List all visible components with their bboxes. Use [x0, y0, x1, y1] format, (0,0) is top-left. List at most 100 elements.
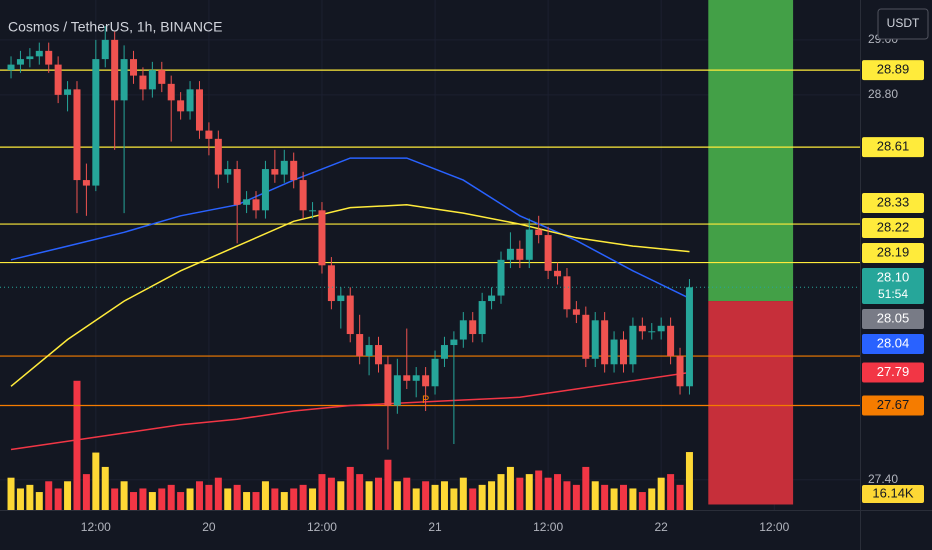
volume-bar — [158, 488, 166, 510]
volume-tag-label: 16.14K — [872, 485, 914, 500]
price-tag-box — [862, 268, 924, 305]
price-tag-box — [862, 395, 924, 416]
candle-body — [82, 180, 90, 186]
volume-bar — [375, 477, 383, 510]
volume-bar — [299, 484, 307, 510]
candle-body — [384, 364, 392, 406]
candle-body — [130, 59, 138, 76]
price-tag: 28.22 — [862, 218, 924, 239]
candle-body — [16, 59, 24, 65]
volume-bar — [7, 477, 15, 510]
candle-body — [459, 320, 467, 340]
candle-body — [261, 169, 269, 211]
volume-bar — [186, 488, 194, 510]
price-tag-box — [862, 218, 924, 239]
volume-bar — [139, 488, 147, 510]
candle-body — [478, 301, 486, 335]
price-tag: 28.61 — [862, 137, 924, 158]
x-tick-label: 22 — [655, 520, 669, 534]
candle-body — [54, 64, 62, 95]
volume-bar — [648, 488, 656, 510]
volume-bar — [582, 466, 590, 510]
candle-body — [422, 375, 430, 387]
candle-body — [610, 339, 618, 365]
candle-body — [318, 210, 326, 266]
volume-bar — [563, 481, 571, 510]
candle-body — [186, 89, 194, 112]
volume-bar — [516, 477, 524, 510]
candle-body — [582, 314, 590, 359]
volume-bar — [318, 474, 326, 510]
candle-body — [309, 210, 317, 212]
volume-bar — [384, 459, 392, 510]
price-tag-label: 27.79 — [877, 364, 910, 379]
candle-body — [497, 259, 505, 296]
candle-body — [35, 50, 43, 57]
volume-bar — [657, 477, 665, 510]
volume-bar — [619, 484, 627, 510]
volume-bar — [365, 481, 373, 510]
price-tag: 27.79 — [862, 362, 924, 383]
x-tick-label: 21 — [428, 520, 442, 534]
volume-bar — [676, 484, 684, 510]
candle-body — [676, 356, 684, 387]
candle-body — [101, 39, 109, 60]
volume-bar — [459, 477, 467, 510]
candle-body — [205, 130, 213, 139]
volume-bar — [638, 492, 646, 510]
price-tag-label: 28.22 — [877, 219, 910, 234]
price-tag-label: 28.10 — [877, 269, 910, 284]
volume-bar — [177, 492, 185, 510]
volume-bar — [73, 380, 81, 510]
volume-bar — [393, 481, 401, 510]
volume-bar — [148, 492, 156, 510]
candle-body — [506, 248, 514, 260]
candle-body — [327, 265, 335, 302]
candle-body — [591, 320, 599, 359]
candle-body — [290, 160, 298, 181]
volume-bar — [478, 484, 486, 510]
candle-body — [92, 59, 100, 186]
candle-body — [243, 199, 251, 205]
volume-bar — [309, 488, 317, 510]
candle-body — [356, 334, 364, 357]
price-tag-label: 27.67 — [877, 397, 910, 412]
candle-body — [563, 276, 571, 310]
volume-bar — [431, 484, 439, 510]
volume-bar — [120, 481, 128, 510]
x-tick-label: 12:00 — [759, 520, 789, 534]
volume-bar — [111, 488, 119, 510]
volume-bar — [450, 488, 458, 510]
candle-body — [233, 169, 241, 205]
currency-button[interactable] — [877, 8, 929, 40]
volume-bar — [224, 488, 232, 510]
volume-bar — [290, 488, 298, 510]
volume-bar — [506, 466, 514, 510]
candle-body — [111, 39, 119, 101]
candle-body — [280, 160, 288, 175]
candle-body — [271, 169, 279, 175]
moving-average — [10, 157, 690, 299]
candle-body — [158, 70, 166, 84]
volume-bar — [280, 492, 288, 510]
volume-tag: 16.14K — [862, 485, 924, 503]
volume-bar — [35, 492, 43, 510]
candle-body — [26, 56, 34, 60]
price-tag: 28.19 — [862, 243, 924, 264]
currency-label[interactable]: USDT — [887, 16, 920, 30]
candle-body — [648, 331, 656, 333]
x-tick-label: 12:00 — [81, 520, 111, 534]
candle-body — [375, 345, 383, 365]
volume-bar — [469, 488, 477, 510]
volume-bar — [535, 470, 543, 510]
volume-bar — [412, 488, 420, 510]
candle-body — [638, 325, 646, 332]
candle-body — [365, 345, 373, 357]
candle-body — [667, 325, 675, 357]
price-tag-label: 28.33 — [877, 194, 910, 209]
candle-body — [346, 295, 354, 335]
volume-bar — [243, 492, 251, 510]
candle-body — [403, 375, 411, 381]
candle-body — [195, 89, 203, 131]
